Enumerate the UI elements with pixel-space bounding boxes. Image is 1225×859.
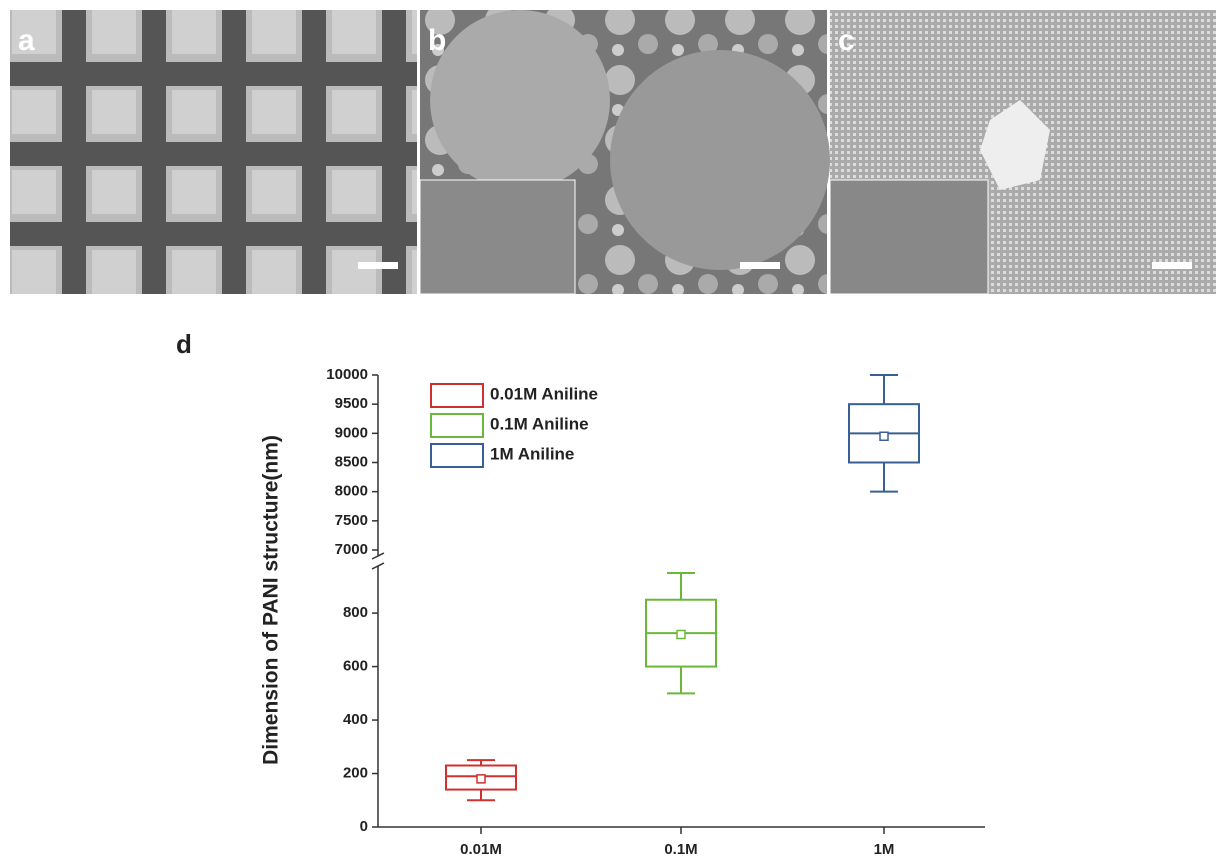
y-tick-label: 9000 xyxy=(335,424,368,441)
legend-swatch xyxy=(431,444,483,467)
mean-marker xyxy=(880,432,888,440)
y-tick-label: 400 xyxy=(343,711,368,728)
image-b-feature xyxy=(430,10,610,190)
figure: a b c d Dimension of PANI structure(nm) … xyxy=(0,0,1225,859)
legend-swatch xyxy=(431,384,483,407)
x-tick-label: 0.01M xyxy=(460,841,502,858)
mean-marker xyxy=(677,630,685,638)
y-tick-label: 8000 xyxy=(335,483,368,500)
x-tick-label: 0.1M xyxy=(664,841,697,858)
x-tick-label: 1M xyxy=(874,841,895,858)
y-tick-label: 7500 xyxy=(335,512,368,529)
y-tick-label: 7000 xyxy=(335,541,368,558)
mean-marker xyxy=(477,775,485,783)
image-a xyxy=(10,10,417,294)
legend-label: 1M Aniline xyxy=(490,444,574,463)
y-tick-label: 10000 xyxy=(326,366,368,383)
image-c-inset xyxy=(830,180,988,294)
panel-label: c xyxy=(838,24,855,57)
y-tick-label: 600 xyxy=(343,658,368,675)
scale-bar xyxy=(358,262,398,269)
sem-images: a b c xyxy=(10,10,1216,294)
legend-swatch xyxy=(431,414,483,437)
image-b-inset xyxy=(420,180,575,294)
legend-label: 0.1M Aniline xyxy=(490,414,589,433)
panel-label: a xyxy=(18,24,35,57)
y-tick-label: 0 xyxy=(360,818,368,835)
legend-label: 0.01M Aniline xyxy=(490,384,598,403)
y-axis-label: Dimension of PANI structure(nm) xyxy=(260,435,283,765)
axes xyxy=(372,375,985,827)
image-b-feature xyxy=(610,50,830,270)
y-tick-label: 800 xyxy=(343,604,368,621)
scale-bar xyxy=(740,262,780,269)
y-tick-label: 8500 xyxy=(335,453,368,470)
panel-label: d xyxy=(176,329,192,359)
scale-bar xyxy=(1152,262,1192,269)
y-tick-label: 200 xyxy=(343,764,368,781)
y-tick-label: 9500 xyxy=(335,395,368,412)
panel-label: b xyxy=(428,24,446,57)
